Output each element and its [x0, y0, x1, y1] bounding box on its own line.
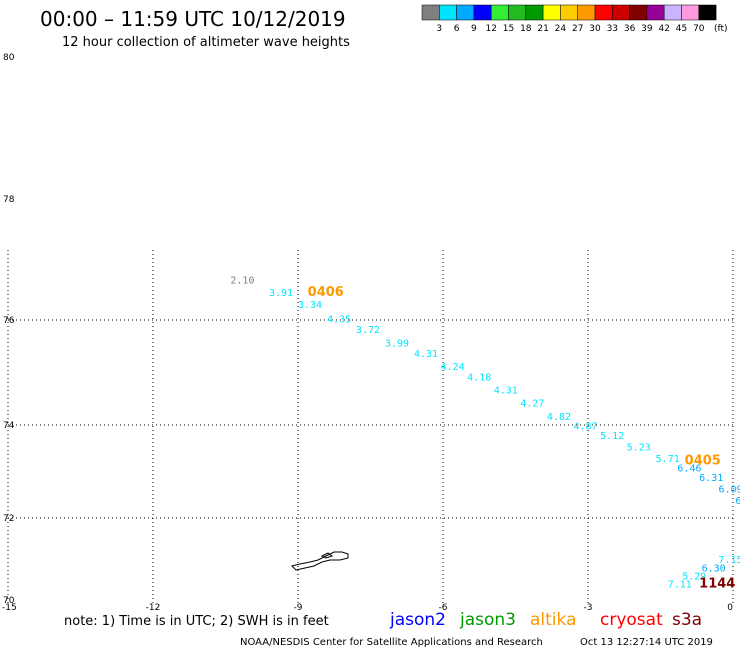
- colorbar-label: 6: [454, 24, 460, 34]
- pass-time-label: 0405: [685, 454, 721, 469]
- colorbar-swatch: [421, 4, 440, 21]
- x-tick-label: -12: [146, 603, 161, 613]
- colorbar-label: 42: [658, 24, 669, 34]
- colorbar-swatch: [612, 4, 630, 21]
- wave-height-label: 4.24: [441, 362, 465, 373]
- colorbar-label: 33: [607, 24, 618, 34]
- x-tick-label: -9: [294, 603, 303, 613]
- legend-s3a: s3a: [672, 610, 702, 630]
- colorbar-label: 9: [471, 24, 477, 34]
- pass-time-label: 0406: [308, 285, 344, 300]
- colorbar-swatch: [473, 4, 492, 21]
- wave-height-label: 4.35: [327, 315, 351, 326]
- colorbar: 3 6 9 12 15 18 21 24 27 30 33 36 39 42 45 70: [421, 4, 717, 34]
- colorbar-label: 45: [676, 24, 687, 34]
- colorbar-swatch: [456, 4, 475, 21]
- wave-height-label: 4.31: [414, 349, 438, 360]
- colorbar-label: 12: [485, 24, 496, 34]
- colorbar-swatch: [629, 4, 648, 21]
- colorbar-label: 24: [555, 24, 567, 34]
- wave-height-label: 6.31: [699, 473, 723, 484]
- colorbar-swatch: [490, 4, 509, 21]
- wave-height-label: 3.72: [356, 325, 380, 336]
- colorbar-swatch: [560, 4, 578, 21]
- colorbar-label: 15: [503, 24, 514, 34]
- wave-height-label: 5.23: [627, 443, 651, 454]
- colorbar-unit: (ft): [714, 24, 728, 34]
- legend-jason2: jason2: [389, 610, 446, 630]
- wave-height-label: 4.18: [467, 372, 491, 383]
- wave-height-label: 4.27: [520, 399, 544, 410]
- wave-height-label: 3.34: [298, 300, 322, 311]
- x-tick-label: -3: [584, 603, 593, 613]
- wave-height-label: 3.91: [269, 288, 293, 299]
- wave-height-label: 2.10: [230, 276, 254, 287]
- colorbar-label: 27: [572, 24, 583, 34]
- observation-points: 2.103.913.344.353.723.994.314.244.184.31…: [230, 276, 740, 591]
- y-tick-label: 76: [3, 316, 15, 326]
- y-tick-label: 74: [3, 421, 15, 431]
- colorbar-label: 18: [520, 24, 532, 34]
- colorbar-swatch: [508, 4, 527, 21]
- wave-height-label: 6.30: [702, 563, 726, 574]
- y-tick-label: 72: [3, 514, 14, 524]
- x-axis-ticks: -15 -12 -9 -6 -3 0: [2, 603, 733, 613]
- pass-time-label: 1144: [699, 577, 735, 592]
- credit-right: Oct 13 12:27:14 UTC 2019: [580, 637, 713, 648]
- wave-height-label: 5.12: [600, 431, 624, 442]
- pass-labels: 0406 0405 1144: [308, 285, 736, 592]
- colorbar-swatch: [577, 4, 596, 21]
- colorbar-label: 21: [537, 24, 548, 34]
- colorbar-label: 70: [693, 24, 705, 34]
- legend-jason3: jason3: [459, 610, 516, 630]
- legend-altika: altika: [530, 610, 577, 630]
- wave-height-label: 6.09: [719, 484, 740, 495]
- chart-title: 00:00 – 11:59 UTC 10/12/2019: [40, 7, 346, 31]
- wave-height-label: 7.11: [668, 580, 692, 591]
- colorbar-swatch: [594, 4, 613, 21]
- chart-subtitle: 12 hour collection of altimeter wave hei…: [62, 35, 350, 50]
- colorbar-swatch: [663, 4, 682, 21]
- colorbar-swatch: [646, 4, 665, 21]
- wave-height-label: 4.87: [574, 422, 598, 433]
- wave-height-label: 6.46: [677, 464, 701, 475]
- colorbar-label: 39: [641, 24, 653, 34]
- wave-height-label: 3.99: [385, 338, 409, 349]
- y-tick-label: 70: [3, 596, 15, 606]
- colorbar-swatch: [542, 4, 561, 21]
- x-tick-label: -6: [439, 603, 448, 613]
- colorbar-label: 36: [624, 24, 636, 34]
- y-tick-label: 80: [3, 53, 15, 63]
- colorbar-label: 30: [589, 24, 601, 34]
- colorbar-swatch: [698, 4, 717, 21]
- footer-note: note: 1) Time is in UTC; 2) SWH is in fe…: [64, 614, 329, 629]
- colorbar-label: 3: [436, 24, 442, 34]
- legend-cryosat: cryosat: [600, 610, 663, 630]
- wave-height-label: 5.29: [682, 572, 706, 583]
- y-tick-label: 78: [3, 195, 15, 205]
- credit-left: NOAA/NESDIS Center for Satellite Applica…: [240, 637, 543, 648]
- colorbar-swatch: [439, 4, 457, 21]
- wave-height-label: 6.11: [735, 496, 740, 507]
- wave-height-label: 4.31: [494, 386, 518, 397]
- colorbar-swatch: [525, 4, 544, 21]
- y-axis-ticks: 80 78 76 74 72 70: [3, 53, 15, 606]
- colorbar-swatch: [681, 4, 700, 21]
- coastline-outline: [291, 551, 349, 571]
- wave-height-label: 5.71: [656, 454, 680, 465]
- x-tick-label: 0: [727, 603, 733, 613]
- chart-grid: [7, 250, 734, 603]
- wave-height-label: 4.82: [547, 412, 571, 423]
- wave-height-label: 7.15: [719, 555, 740, 566]
- x-tick-label: -15: [2, 603, 17, 613]
